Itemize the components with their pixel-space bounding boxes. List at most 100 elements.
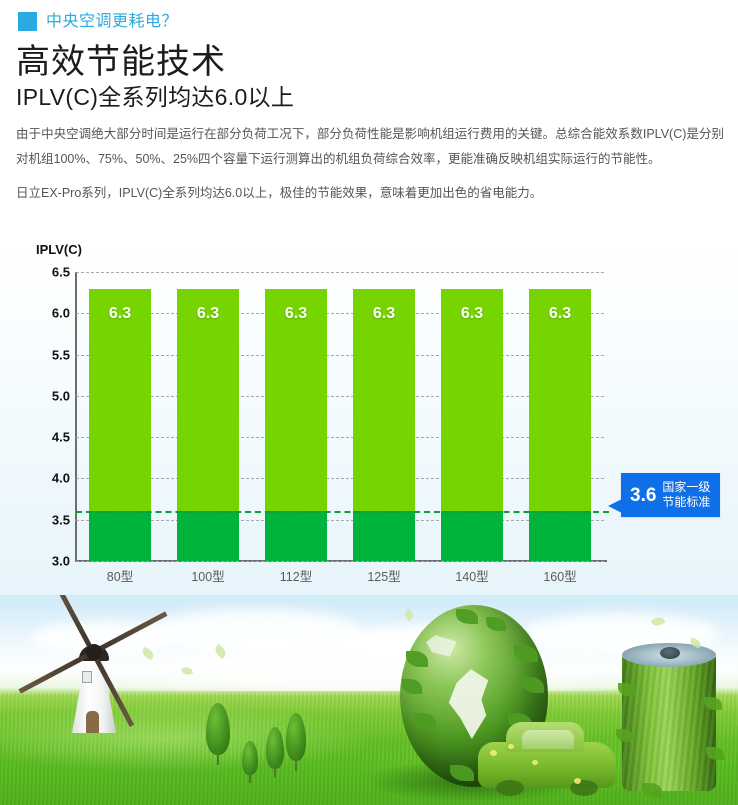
- x-axis-tick-label: 140型: [455, 570, 489, 584]
- tree-trunk: [249, 773, 251, 783]
- bar-lower-segment: [353, 511, 415, 561]
- gridline: [76, 561, 604, 562]
- car-wheel: [570, 780, 598, 796]
- callout-arrow-icon: [608, 499, 622, 514]
- gridline: [76, 272, 604, 273]
- gridline: [76, 478, 604, 480]
- y-axis-tick-label: 4.5: [51, 429, 70, 445]
- kicker-label: 中央空调更耗电？: [46, 12, 179, 30]
- gridline: [76, 519, 604, 521]
- body-paragraph-2: 日立EX-Pro系列，IPLV(C)全系列均达6.0以上，极佳的节能效果，意味着…: [16, 186, 543, 200]
- bar-value-label: 6.3: [372, 304, 396, 322]
- body-copy: 由于中央空调绝大部分时间是运行在部分负荷工况下，部分负荷性能是影响机组运行费用的…: [16, 122, 724, 206]
- x-axis-tick-label: 125型: [367, 570, 401, 584]
- kicker-square-icon: [18, 12, 37, 31]
- car-flower: [574, 778, 581, 784]
- globe-leaf: [406, 651, 428, 667]
- battery-terminal: [660, 647, 680, 659]
- chart-unit-label: IPLV(C): [36, 242, 82, 257]
- y-axis-tick-label: 6.0: [51, 305, 70, 321]
- gridline: [76, 313, 604, 315]
- callout-text: 国家一级 节能标准: [662, 480, 710, 509]
- tree-trunk: [274, 767, 276, 777]
- bar-value-label: 6.3: [284, 304, 308, 322]
- battery-leaf: [706, 747, 724, 760]
- bar-lower-segment: [177, 511, 239, 561]
- windmill-blade: [90, 611, 168, 656]
- page-subtitle: IPLV(C)全系列均达6.0以上: [16, 84, 295, 110]
- bar-value-label: 6.3: [460, 304, 484, 322]
- bar-value-label: 6.3: [196, 304, 220, 322]
- globe-leaf: [456, 609, 478, 624]
- x-axis-tick-label: 160型: [543, 570, 577, 584]
- windmill-window: [82, 671, 92, 683]
- tree-icon: [286, 713, 306, 771]
- windmill-hub: [86, 644, 102, 660]
- gridline: [76, 437, 604, 439]
- globe-leaf: [402, 679, 422, 694]
- tree-trunk: [295, 759, 297, 771]
- bar: 6.3: [265, 288, 327, 561]
- gridline: [76, 354, 604, 356]
- y-axis-line: [75, 272, 77, 561]
- tree-crown: [266, 727, 284, 769]
- eco-landscape-image: [0, 595, 738, 805]
- y-axis-tick-label: 5.5: [51, 347, 70, 363]
- y-axis-tick-label: 3.0: [51, 553, 70, 569]
- battery-body: [622, 653, 716, 791]
- x-axis-tick-label: 112型: [279, 570, 313, 584]
- windmill-door: [86, 711, 99, 733]
- callout-value: 3.6: [630, 484, 657, 506]
- green-battery-icon: [616, 643, 724, 797]
- bar: 6.3: [89, 288, 151, 561]
- bar-value-label: 6.3: [548, 304, 572, 322]
- tree-crown: [242, 741, 258, 775]
- globe-leaf: [522, 677, 544, 693]
- page-title: 高效节能技术: [16, 43, 226, 81]
- bar: 6.3: [529, 288, 591, 561]
- green-car-icon: [478, 720, 616, 798]
- x-axis-tick-label: 100型: [191, 570, 225, 584]
- windmill-icon: [18, 595, 172, 733]
- y-axis-tick-label: 5.0: [51, 388, 70, 404]
- national-standard-callout: 3.6 国家一级 节能标准: [608, 473, 721, 517]
- bar-value-label: 6.3: [108, 304, 132, 322]
- y-axis-tick-label: 3.5: [51, 512, 70, 528]
- globe-leaf: [450, 765, 474, 781]
- battery-leaf: [618, 683, 636, 696]
- battery-leaf: [616, 729, 634, 742]
- gridline: [76, 395, 604, 397]
- tree-crown: [206, 703, 230, 755]
- globe-leaf: [486, 617, 506, 631]
- bar: 6.3: [177, 288, 239, 561]
- national-standard-threshold-line: [76, 511, 609, 514]
- globe-leaf: [414, 713, 436, 729]
- body-paragraph-1: 由于中央空调绝大部分时间是运行在部分负荷工况下，部分负荷性能是影响机组运行费用的…: [16, 127, 724, 166]
- iplv-bar-chart: IPLV(C) 6.5 6.0 5.5 5.0 4.5 4.0 3.5 3.0 6.3 6.3 6…: [0, 230, 738, 600]
- bar-lower-segment: [529, 511, 591, 561]
- bar: 6.3: [441, 288, 503, 561]
- y-axis-tick-label: 4.0: [51, 470, 70, 486]
- car-flower: [532, 760, 538, 765]
- bar: 6.3: [353, 288, 415, 561]
- tree-crown: [286, 713, 306, 761]
- section-kicker: 中央空调更耗电？: [18, 12, 178, 31]
- tree-icon: [266, 727, 284, 777]
- cloud-icon: [150, 609, 360, 653]
- globe-continent: [426, 635, 457, 657]
- bar-group: 6.3 6.3 6.3 6.3 6.3 6.3: [76, 272, 604, 561]
- bar-lower-segment: [441, 511, 503, 561]
- car-window: [522, 730, 574, 749]
- y-axis-tick-label: 6.5: [51, 264, 70, 280]
- battery-leaf: [642, 783, 662, 797]
- car-flower: [508, 744, 514, 749]
- callout-line-2: 节能标准: [662, 495, 711, 510]
- bar-lower-segment: [265, 511, 327, 561]
- x-axis-tick-label: 80型: [106, 570, 134, 584]
- bar-lower-segment: [89, 511, 151, 561]
- tree-trunk: [217, 753, 219, 765]
- tree-icon: [242, 741, 258, 783]
- car-wheel: [496, 780, 524, 796]
- globe-leaf: [514, 645, 538, 662]
- battery-leaf: [704, 697, 722, 710]
